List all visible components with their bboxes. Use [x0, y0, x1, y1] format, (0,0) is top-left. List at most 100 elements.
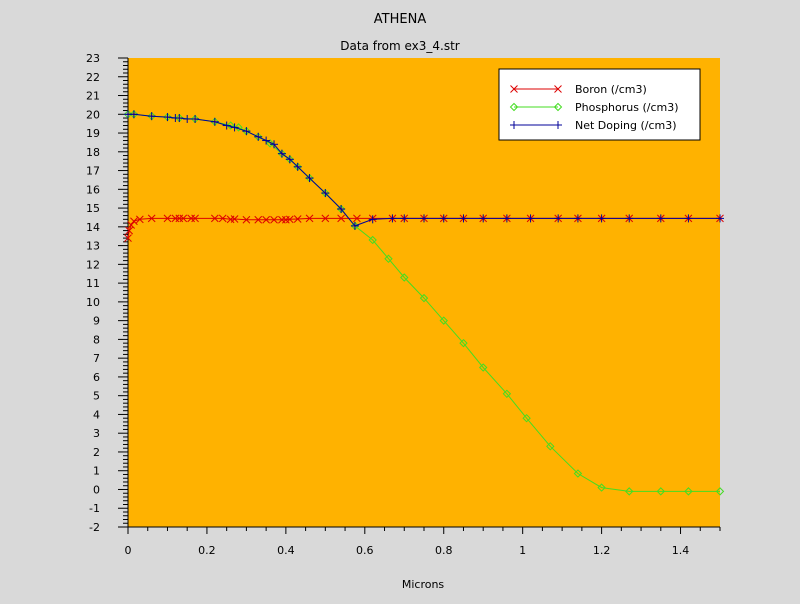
data-point-stroke: [242, 215, 251, 224]
data-point: [478, 363, 488, 372]
data-point: [684, 487, 693, 496]
data-point-stroke: [171, 214, 180, 223]
data-point-stroke: [285, 215, 294, 224]
y-tick-label: 20: [86, 108, 100, 121]
data-point: [187, 214, 196, 223]
data-point: [554, 121, 562, 129]
y-tick-label: 21: [86, 90, 100, 103]
data-point: [459, 338, 468, 348]
y-tick-label: 17: [86, 165, 100, 178]
data-point: [656, 487, 666, 496]
data-point: [305, 174, 314, 183]
data-point: [191, 114, 200, 123]
y-tick-label: 13: [86, 240, 100, 253]
data-point: [502, 389, 512, 399]
y-tick-label: 2: [93, 446, 100, 459]
data-point: [384, 254, 393, 263]
data-point-stroke: [179, 214, 188, 223]
y-tick-label: 18: [86, 146, 100, 159]
data-point: [479, 214, 488, 223]
data-point: [191, 214, 199, 223]
data-point: [218, 214, 227, 223]
data-point: [285, 215, 294, 224]
y-tick-label: 11: [86, 277, 100, 290]
y-tick-label: 14: [86, 221, 100, 234]
legend-label: Net Doping (/cm3): [575, 119, 677, 132]
data-point: [130, 217, 138, 226]
data-point: [597, 483, 606, 492]
data-point: [509, 102, 519, 112]
data-point-stroke: [510, 85, 518, 93]
y-tick-label: 10: [86, 296, 100, 309]
data-point-stroke: [353, 214, 361, 223]
data-point: [262, 136, 271, 145]
data-point: [124, 234, 132, 242]
data-point: [684, 214, 693, 223]
x-tick-label: 0.4: [277, 544, 295, 557]
data-point-stroke: [210, 214, 219, 223]
data-point: [546, 442, 555, 451]
data-point: [502, 214, 511, 223]
data-point: [573, 469, 583, 478]
data-point: [716, 214, 724, 223]
data-point: [163, 113, 172, 122]
data-point: [350, 221, 359, 230]
data-point: [439, 214, 448, 223]
data-point: [526, 214, 535, 223]
data-point: [625, 487, 634, 496]
data-point: [230, 123, 239, 132]
y-tick-label: 15: [86, 202, 100, 215]
data-point: [277, 149, 286, 158]
data-point: [210, 214, 219, 223]
data-point-stroke: [147, 214, 156, 223]
y-tick-label: 3: [93, 427, 100, 440]
data-point: [293, 215, 302, 223]
data-point-stroke: [337, 214, 345, 223]
data-point: [175, 114, 184, 123]
data-point: [554, 85, 562, 93]
data-point: [179, 214, 188, 223]
data-point: [553, 102, 563, 112]
data-point-stroke: [191, 214, 199, 223]
y-tick-label: 19: [86, 127, 100, 140]
series-2: [124, 110, 724, 230]
y-tick-label: 0: [93, 483, 100, 496]
x-tick-label: 0: [125, 544, 132, 557]
legend: Boron (/cm3) Phosphorus (/cm3) Net Doping …: [498, 68, 701, 141]
data-point: [597, 214, 606, 223]
data-point: [337, 205, 346, 214]
y-tick-label: 22: [86, 71, 100, 84]
x-tick-label: 1.2: [593, 544, 611, 557]
x-tick-label: 0.6: [356, 544, 374, 557]
data-point: [305, 214, 314, 223]
data-point: [715, 487, 725, 496]
data-point-stroke: [230, 215, 239, 223]
y-tick-label: 4: [93, 408, 100, 421]
x-axis: 0 0.2 0.4 0.6 0.8 1 1.2 1.4: [125, 526, 721, 557]
data-point-stroke: [293, 215, 302, 223]
data-point: [265, 139, 275, 148]
data-point: [420, 214, 428, 223]
data-point-stroke: [127, 221, 136, 229]
data-point: [270, 215, 278, 224]
data-point: [554, 214, 563, 223]
data-point: [459, 214, 468, 223]
data-point: [368, 215, 377, 224]
y-axis: -2-1012345678910111213141516171819202122…: [86, 52, 129, 534]
data-point: [573, 214, 582, 223]
data-point: [522, 413, 531, 423]
data-point-stroke: [163, 214, 172, 223]
data-point-stroke: [278, 215, 286, 224]
y-tick-label: 9: [93, 315, 100, 328]
x-tick-label: 0.2: [198, 544, 216, 557]
data-point: [127, 221, 136, 229]
data-point: [147, 112, 156, 121]
y-tick-label: 5: [93, 390, 100, 403]
data-point: [222, 121, 231, 130]
y-tick-label: 12: [86, 258, 100, 271]
data-point: [285, 155, 294, 164]
data-point: [175, 214, 184, 223]
data-point-stroke: [218, 214, 227, 223]
data-point: [656, 214, 665, 223]
data-point-stroke: [125, 226, 134, 235]
